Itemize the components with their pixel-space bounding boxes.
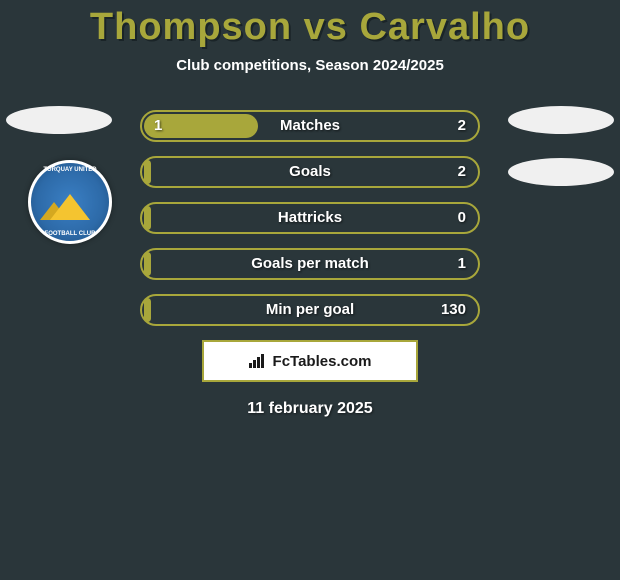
brand-badge: FcTables.com bbox=[202, 340, 418, 382]
page-title: Thompson vs Carvalho bbox=[0, 0, 620, 49]
stat-row: Goals per match1 bbox=[140, 248, 480, 280]
bar-value-right: 2 bbox=[458, 156, 466, 188]
stat-row: Matches1 2 bbox=[140, 110, 480, 142]
player-logo-left-placeholder bbox=[6, 106, 112, 134]
crest-bottom-text: FOOTBALL CLUB bbox=[31, 231, 109, 237]
comparison-content: TORQUAY UNITED FOOTBALL CLUB Matches12Go… bbox=[0, 110, 620, 418]
bar-value-left: 1 bbox=[154, 110, 162, 142]
club-crest: TORQUAY UNITED FOOTBALL CLUB bbox=[28, 160, 112, 244]
bar-label: Hattricks bbox=[140, 202, 480, 234]
date-text: 11 february 2025 bbox=[0, 400, 620, 418]
page-subtitle: Club competitions, Season 2024/2025 bbox=[0, 57, 620, 74]
stat-row: Min per goal130 bbox=[140, 294, 480, 326]
bar-value-right: 2 bbox=[458, 110, 466, 142]
chart-icon bbox=[249, 354, 267, 368]
bar-label: Matches bbox=[140, 110, 480, 142]
bar-label: Min per goal bbox=[140, 294, 480, 326]
stat-row: Goals2 bbox=[140, 156, 480, 188]
bar-value-right: 0 bbox=[458, 202, 466, 234]
bar-label: Goals per match bbox=[140, 248, 480, 280]
comparison-bars: Matches12Goals2Hattricks0Goals per match… bbox=[140, 110, 480, 326]
stat-row: Hattricks0 bbox=[140, 202, 480, 234]
mountain-icon bbox=[50, 194, 90, 220]
player-logo-right-placeholder-1 bbox=[508, 106, 614, 134]
brand-text: FcTables.com bbox=[273, 353, 372, 370]
crest-top-text: TORQUAY UNITED bbox=[31, 167, 109, 173]
bar-value-right: 1 bbox=[458, 248, 466, 280]
crest-graphic bbox=[42, 174, 98, 230]
player-logo-right-placeholder-2 bbox=[508, 158, 614, 186]
bar-value-right: 130 bbox=[441, 294, 466, 326]
bar-label: Goals bbox=[140, 156, 480, 188]
